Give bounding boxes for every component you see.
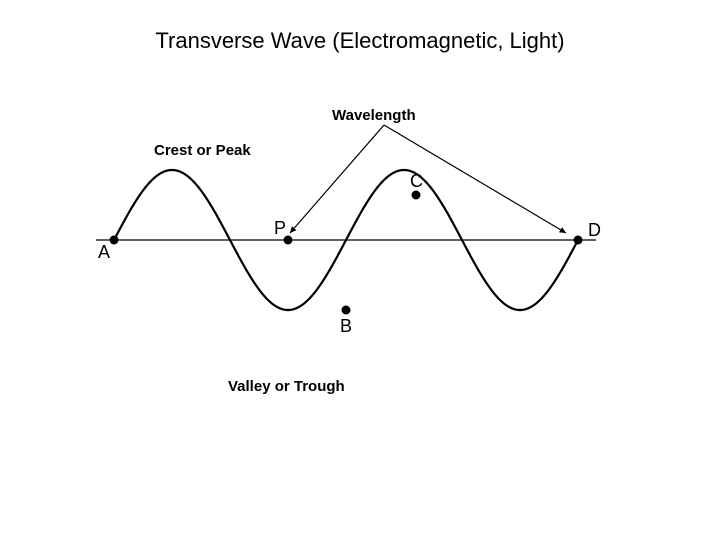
- point-label-c: C: [410, 171, 423, 191]
- point-label-a: A: [98, 242, 110, 262]
- point-label-b: B: [340, 316, 352, 336]
- label-valley-or-trough: Valley or Trough: [228, 378, 345, 395]
- diagram-root: Transverse Wave (Electromagnetic, Light)…: [0, 0, 720, 540]
- page-title: Transverse Wave (Electromagnetic, Light): [0, 28, 720, 54]
- label-wavelength: Wavelength: [332, 107, 416, 124]
- point-label-d: D: [588, 220, 601, 240]
- point-label-p: P: [274, 218, 286, 238]
- transverse-wave-svg: APBCD: [96, 155, 596, 355]
